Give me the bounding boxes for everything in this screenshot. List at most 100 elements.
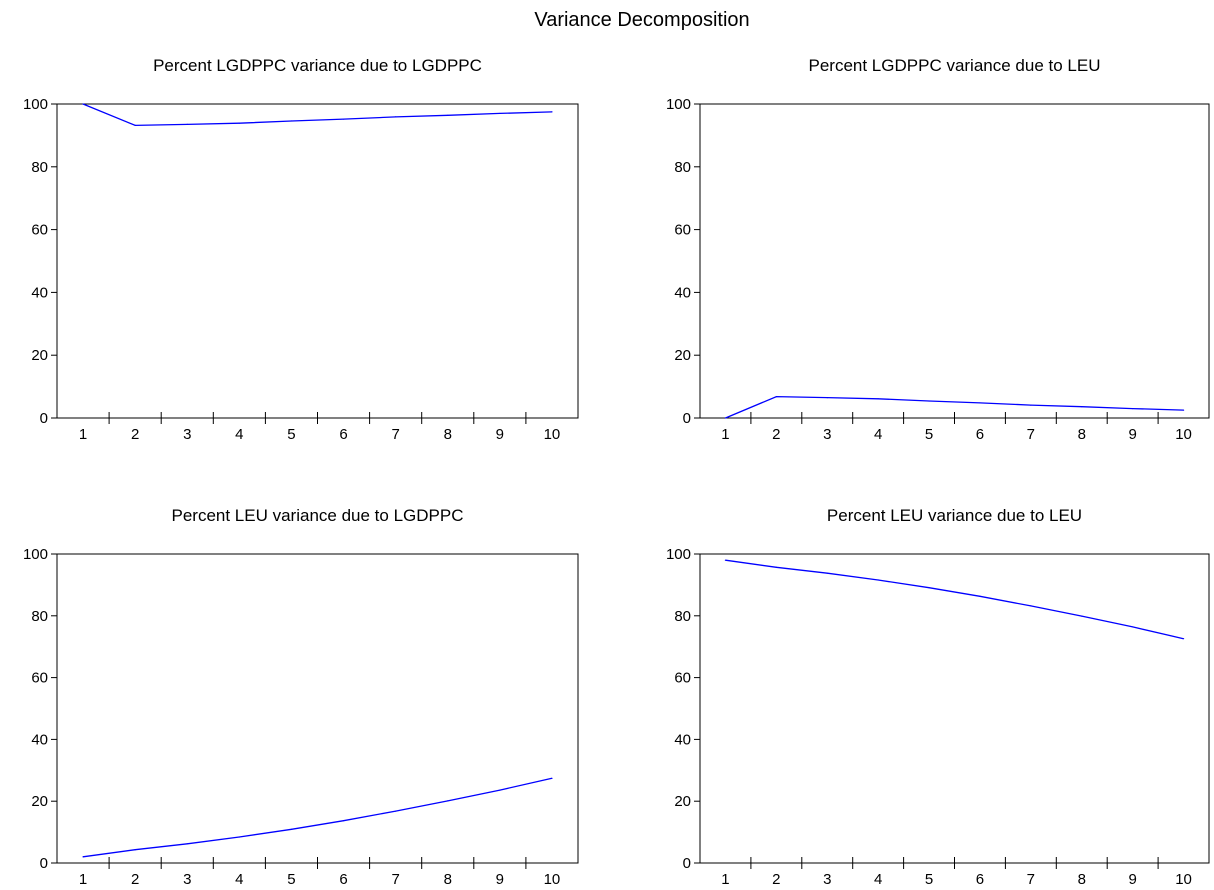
data-point — [551, 777, 553, 779]
x-tick-label: 7 — [391, 426, 399, 443]
data-point — [290, 120, 293, 122]
x-tick-label: 10 — [544, 871, 561, 888]
data-point — [342, 820, 345, 822]
data-point — [826, 572, 828, 574]
x-tick-label: 8 — [1078, 426, 1086, 443]
series-line — [82, 103, 553, 127]
data-point — [979, 595, 981, 597]
data-point — [82, 856, 84, 858]
data-point — [342, 118, 345, 120]
panel-title: Percent LEU variance due to LEU — [827, 506, 1082, 525]
x-tick-label: 4 — [874, 871, 882, 888]
data-point — [134, 124, 136, 126]
y-tick-label: 40 — [31, 284, 48, 301]
x-tick-label: 5 — [925, 426, 933, 443]
data-point — [290, 828, 293, 830]
y-tick-label: 20 — [674, 347, 691, 364]
y-tick-label: 0 — [683, 410, 691, 427]
y-tick-label: 20 — [31, 793, 48, 810]
x-tick-label: 2 — [131, 871, 139, 888]
x-tick-label: 4 — [235, 871, 243, 888]
data-point — [775, 566, 777, 568]
x-tick-label: 6 — [976, 871, 984, 888]
x-tick-label: 9 — [1128, 871, 1136, 888]
chart-panel-4: Percent LEU variance due to LEU 0 20 40 60 80… — [666, 506, 1210, 888]
data-point — [1182, 638, 1185, 640]
data-point — [928, 587, 930, 589]
x-tick-label: 1 — [79, 871, 87, 888]
x-tick-label: 1 — [721, 426, 729, 443]
y-tick-label: 0 — [683, 855, 691, 872]
data-point — [877, 579, 879, 581]
x-tick-label: 9 — [496, 426, 504, 443]
data-point — [1081, 615, 1083, 617]
plot-frame — [56, 103, 579, 419]
x-tick-label: 9 — [496, 871, 504, 888]
data-point — [238, 122, 240, 124]
x-tick-label: 7 — [1027, 426, 1035, 443]
x-tick-label: 1 — [721, 871, 729, 888]
y-tick-label: 60 — [674, 222, 691, 239]
figure-title: Variance Decomposition — [534, 9, 749, 31]
y-tick-label: 20 — [31, 347, 48, 364]
x-tick-label: 8 — [1078, 871, 1086, 888]
x-tick-label: 7 — [391, 871, 399, 888]
x-tick-label: 5 — [287, 871, 295, 888]
data-point — [1132, 407, 1134, 410]
y-tick-label: 60 — [674, 670, 691, 687]
y-tick-label: 60 — [31, 670, 48, 687]
y-tick-label: 0 — [40, 855, 48, 872]
series-line — [725, 559, 1184, 640]
y-tick-label: 40 — [674, 284, 691, 301]
series-line — [82, 777, 553, 858]
data-point — [1030, 605, 1032, 607]
chart-panel-2: Percent LGDPPC variance due to LEU 0 20 40 6… — [666, 56, 1210, 443]
data-point — [186, 123, 188, 126]
data-point — [499, 112, 501, 115]
plot-frame — [699, 553, 1210, 864]
y-tick-label: 40 — [674, 731, 691, 748]
data-point — [134, 849, 136, 851]
data-point — [724, 417, 727, 419]
data-point — [238, 836, 240, 838]
data-point — [186, 843, 188, 845]
data-point — [395, 116, 397, 118]
data-point — [979, 402, 981, 404]
data-point — [877, 398, 879, 400]
data-point — [447, 114, 449, 116]
x-tick-label: 6 — [339, 426, 347, 443]
x-tick-label: 10 — [544, 426, 561, 443]
y-tick-label: 80 — [31, 159, 48, 176]
x-tick-label: 5 — [925, 871, 933, 888]
series-line — [725, 395, 1184, 419]
x-tick-label: 8 — [444, 426, 452, 443]
x-tick-label: 8 — [444, 871, 452, 888]
y-tick-label: 0 — [40, 410, 48, 427]
data-point — [551, 111, 553, 113]
data-point — [1132, 626, 1134, 628]
y-tick-label: 100 — [666, 546, 691, 563]
panel-title: Percent LGDPPC variance due to LGDPPC — [153, 56, 482, 75]
x-tick-label: 2 — [131, 426, 139, 443]
x-tick-label: 3 — [823, 871, 831, 888]
plot-frame — [56, 553, 579, 864]
data-point — [826, 396, 828, 399]
x-tick-label: 3 — [823, 426, 831, 443]
x-tick-label: 3 — [183, 426, 191, 443]
data-point — [1081, 406, 1083, 408]
x-tick-label: 9 — [1128, 426, 1136, 443]
x-tick-label: 10 — [1175, 426, 1192, 443]
x-tick-label: 6 — [976, 426, 984, 443]
y-tick-label: 100 — [666, 96, 691, 113]
data-point — [447, 800, 449, 802]
y-tick-label: 80 — [674, 608, 691, 625]
data-point — [775, 396, 777, 398]
y-tick-label: 60 — [31, 222, 48, 239]
panel-title: Percent LGDPPC variance due to LEU — [809, 56, 1101, 75]
data-point — [928, 400, 930, 402]
data-point — [724, 559, 727, 561]
x-tick-label: 3 — [183, 871, 191, 888]
x-tick-label: 7 — [1027, 871, 1035, 888]
x-tick-label: 2 — [772, 871, 780, 888]
